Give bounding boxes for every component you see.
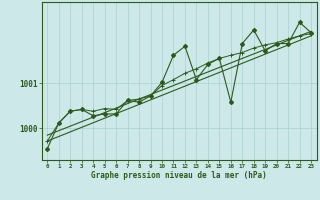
X-axis label: Graphe pression niveau de la mer (hPa): Graphe pression niveau de la mer (hPa) bbox=[91, 171, 267, 180]
